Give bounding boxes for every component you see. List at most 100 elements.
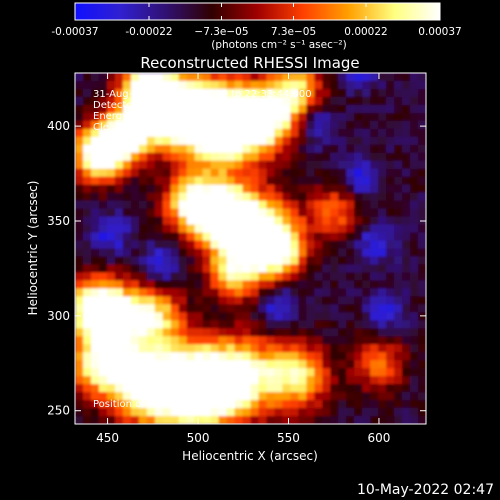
- heatmap-cell: [394, 320, 403, 329]
- heatmap-cell: [242, 88, 252, 98]
- heatmap-cell: [370, 160, 379, 170]
- heatmap-cell: [186, 344, 196, 353]
- heatmap-cell: [114, 232, 124, 242]
- heatmap-cell: [82, 80, 92, 90]
- heatmap-cell: [226, 384, 236, 393]
- heatmap-cell: [170, 73, 180, 82]
- heatmap-cell: [106, 152, 116, 162]
- heatmap-cell: [402, 224, 411, 234]
- heatmap-cell: [98, 392, 108, 401]
- heatmap-cell: [114, 288, 124, 297]
- heatmap-cell: [242, 96, 252, 106]
- heatmap-cell: [210, 336, 220, 345]
- heatmap-cell: [330, 120, 339, 130]
- heatmap-cell: [154, 416, 164, 424]
- heatmap-cell: [306, 168, 315, 178]
- heatmap-cell: [386, 336, 395, 345]
- heatmap-cell: [218, 73, 228, 82]
- heatmap-cell: [98, 208, 108, 218]
- heatmap-cell: [194, 384, 204, 393]
- heatmap-cell: [386, 280, 395, 289]
- heatmap-cell: [162, 256, 172, 266]
- heatmap-cell: [242, 232, 252, 242]
- heatmap-cell: [322, 320, 331, 329]
- heatmap-cell: [250, 208, 260, 218]
- heatmap-cell: [98, 416, 108, 424]
- heatmap-cell: [90, 328, 100, 337]
- heatmap-cell: [330, 320, 339, 329]
- heatmap-cell: [298, 256, 307, 266]
- heatmap-cell: [298, 192, 307, 202]
- heatmap-cell: [314, 288, 323, 297]
- heatmap-cell: [370, 304, 379, 313]
- heatmap-cell: [98, 312, 108, 321]
- heatmap-cell: [370, 176, 379, 186]
- heatmap-cell: [346, 200, 355, 210]
- heatmap-cell: [218, 80, 228, 90]
- heatmap-cell: [186, 336, 196, 345]
- heatmap-cell: [114, 240, 124, 250]
- heatmap-cell: [75, 336, 84, 345]
- heatmap-cell: [210, 80, 220, 90]
- heatmap-cell: [178, 304, 188, 313]
- heatmap-cell: [258, 136, 268, 146]
- heatmap-cell: [266, 232, 276, 242]
- heatmap-cell: [290, 336, 299, 345]
- heatmap-cell: [162, 184, 172, 194]
- x-tick-label: 500: [187, 431, 210, 445]
- heatmap-cell: [322, 328, 331, 337]
- heatmap-cell: [210, 232, 220, 242]
- heatmap-cell: [354, 80, 363, 90]
- heatmap-cell: [386, 120, 395, 130]
- heatmap-cell: [210, 248, 220, 258]
- heatmap-cell: [298, 336, 307, 345]
- heatmap-cell: [346, 264, 355, 274]
- heatmap-cell: [314, 120, 323, 130]
- heatmap-cell: [418, 192, 426, 202]
- heatmap-cell: [178, 232, 188, 242]
- heatmap-cell: [354, 336, 363, 345]
- heatmap-cell: [290, 232, 299, 242]
- heatmap-cell: [250, 128, 260, 138]
- heatmap-cell: [338, 152, 347, 162]
- heatmap-cell: [234, 136, 244, 146]
- x-tick-label: 550: [277, 431, 300, 445]
- heatmap-cell: [362, 224, 371, 234]
- heatmap-cell: [122, 392, 132, 401]
- heatmap-cell: [82, 208, 92, 218]
- heatmap-cell: [346, 288, 355, 297]
- heatmap-cell: [90, 240, 100, 250]
- heatmap-cell: [75, 360, 84, 369]
- heatmap-cell: [226, 352, 236, 361]
- heatmap-cell: [90, 304, 100, 313]
- heatmap-cell: [354, 73, 363, 82]
- heatmap-cell: [106, 296, 116, 305]
- heatmap-cell: [298, 120, 307, 130]
- heatmap-cell: [194, 232, 204, 242]
- x-tick-label: 450: [96, 431, 119, 445]
- heatmap-cell: [114, 336, 124, 345]
- heatmap-cell: [362, 248, 371, 258]
- heatmap-cell: [82, 128, 92, 138]
- heatmap-cell: [75, 136, 84, 146]
- heatmap-cell: [75, 176, 84, 186]
- heatmap-cell: [402, 160, 411, 170]
- heatmap-cell: [170, 344, 180, 353]
- heatmap-cell: [194, 368, 204, 377]
- heatmap-cell: [234, 248, 244, 258]
- heatmap-cell: [378, 416, 387, 424]
- heatmap-cell: [362, 168, 371, 178]
- heatmap-cell: [202, 240, 212, 250]
- heatmap-cell: [122, 376, 132, 385]
- heatmap-cell: [258, 272, 268, 282]
- heatmap-cell: [146, 120, 156, 130]
- heatmap-cell: [82, 248, 92, 258]
- heatmap-cell: [130, 416, 140, 424]
- heatmap-cell: [170, 240, 180, 250]
- heatmap-cell: [154, 376, 164, 385]
- heatmap-cell: [242, 104, 252, 114]
- heatmap-cell: [170, 384, 180, 393]
- heatmap-cell: [386, 208, 395, 218]
- heatmap-cell: [146, 352, 156, 361]
- heatmap-cell: [170, 216, 180, 226]
